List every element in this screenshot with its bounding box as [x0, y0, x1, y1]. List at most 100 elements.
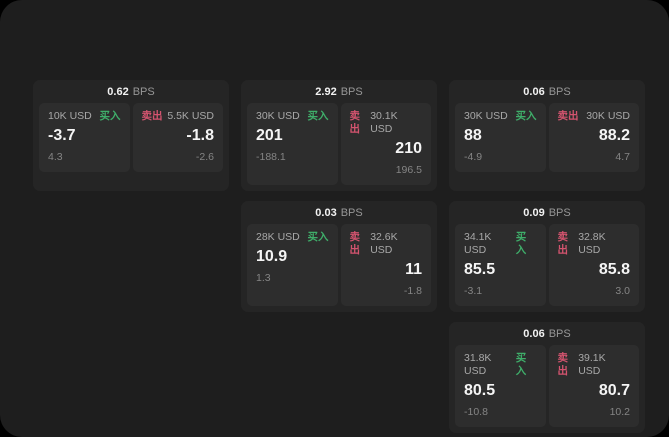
buy-price: 80.5 [464, 382, 496, 399]
sell-panel[interactable]: 卖出 32.6K USD 11 -1.8 [340, 224, 431, 306]
sell-price: 80.7 [598, 382, 630, 399]
buy-amount-label: 34.1K USD [464, 231, 492, 256]
buy-panel-header: 30K USD 买入 [464, 110, 537, 123]
sell-side-label: 卖出 [349, 110, 361, 135]
sell-panel-header: 卖出 30K USD [558, 110, 631, 123]
sell-price: 11 [405, 261, 422, 278]
buy-price: 10.9 [256, 248, 288, 265]
sell-amount-label: 39.1K USD [578, 352, 606, 377]
sell-delta: -1.8 [403, 285, 422, 297]
sell-delta: 4.7 [615, 151, 630, 163]
sell-panel-header: 卖出 5.5K USD [142, 110, 215, 123]
buy-amount-label: 28K USD [256, 231, 300, 243]
sell-price: -1.8 [186, 127, 214, 144]
sell-panel[interactable]: 卖出 30K USD 88.2 4.7 [548, 103, 639, 172]
bps-unit-label: BPS [548, 85, 571, 98]
buy-delta: -3.1 [464, 285, 483, 297]
sell-panel-header: 卖出 32.8K USD [558, 231, 631, 257]
bps-value: 0.03 [315, 206, 337, 219]
buy-panel[interactable]: 10K USD 买入 -3.7 4.3 [39, 103, 130, 172]
buy-panel-header: 31.8K USD 买入 [464, 352, 537, 378]
quote-card: 0.09 BPS 34.1K USD 买入 85.5 -3.1 卖出 32.8K… [449, 201, 645, 312]
buy-price: 201 [256, 127, 283, 144]
bps-unit-label: BPS [132, 85, 155, 98]
sell-delta: 196.5 [395, 164, 422, 176]
bps-header: 0.06 BPS [449, 322, 645, 345]
bps-header: 0.03 BPS [241, 201, 437, 224]
quote-card: 2.92 BPS 30K USD 买入 201 -188.1 卖出 30.1K … [241, 80, 437, 191]
bps-unit-label: BPS [548, 206, 571, 219]
buy-delta: 4.3 [48, 151, 63, 163]
quote-card: 0.06 BPS 31.8K USD 买入 80.5 -10.8 卖出 39.1… [449, 322, 645, 433]
buy-price: 85.5 [464, 261, 496, 278]
quote-cards-grid: 0.62 BPS 10K USD 买入 -3.7 4.3 卖出 5.5K USD [33, 80, 645, 433]
buy-sell-panels: 10K USD 买入 -3.7 4.3 卖出 5.5K USD -1.8 -2.… [33, 103, 229, 178]
buy-side-label: 买入 [515, 110, 537, 122]
bps-header: 2.92 BPS [241, 80, 437, 103]
bps-value: 2.92 [315, 85, 337, 98]
sell-side-label: 卖出 [557, 352, 569, 377]
buy-amount-label: 30K USD [256, 110, 300, 122]
sell-delta: -2.6 [195, 151, 214, 163]
sell-side-label: 卖出 [349, 231, 361, 256]
bps-header: 0.09 BPS [449, 201, 645, 224]
buy-panel[interactable]: 34.1K USD 买入 85.5 -3.1 [455, 224, 546, 306]
bps-value: 0.06 [523, 327, 545, 340]
sell-delta: 3.0 [615, 285, 630, 297]
buy-panel-header: 30K USD 买入 [256, 110, 329, 123]
sell-price: 210 [395, 140, 422, 157]
sell-panel[interactable]: 卖出 32.8K USD 85.8 3.0 [548, 224, 639, 306]
sell-panel-header: 卖出 39.1K USD [558, 352, 631, 378]
buy-sell-panels: 30K USD 买入 201 -188.1 卖出 30.1K USD 210 1… [241, 103, 437, 191]
buy-delta: -188.1 [256, 151, 286, 163]
sell-delta: 10.2 [609, 406, 630, 418]
buy-side-label: 买入 [307, 231, 329, 243]
quote-card: 0.06 BPS 30K USD 买入 88 -4.9 卖出 30K USD [449, 80, 645, 191]
buy-side-label: 买入 [307, 110, 329, 122]
sell-amount-label: 32.6K USD [370, 231, 398, 256]
bps-header: 0.06 BPS [449, 80, 645, 103]
buy-panel-header: 28K USD 买入 [256, 231, 329, 244]
buy-panel-header: 10K USD 买入 [48, 110, 121, 123]
buy-amount-label: 30K USD [464, 110, 508, 122]
buy-delta: -4.9 [464, 151, 483, 163]
sell-panel[interactable]: 卖出 30.1K USD 210 196.5 [340, 103, 431, 185]
sell-amount-label: 5.5K USD [167, 110, 214, 122]
buy-amount-label: 10K USD [48, 110, 92, 122]
sell-price: 88.2 [598, 127, 630, 144]
bps-unit-label: BPS [548, 327, 571, 340]
sell-panel[interactable]: 卖出 39.1K USD 80.7 10.2 [548, 345, 639, 427]
bps-value: 0.06 [523, 85, 545, 98]
buy-delta: 1.3 [256, 272, 271, 284]
quote-card: 0.62 BPS 10K USD 买入 -3.7 4.3 卖出 5.5K USD [33, 80, 229, 191]
sell-side-label: 卖出 [557, 231, 569, 256]
buy-panel-header: 34.1K USD 买入 [464, 231, 537, 257]
sell-side-label: 卖出 [141, 110, 163, 122]
buy-side-label: 买入 [515, 231, 527, 256]
sell-amount-label: 30.1K USD [370, 110, 398, 135]
bps-header: 0.62 BPS [33, 80, 229, 103]
sell-panel-header: 卖出 32.6K USD [350, 231, 423, 257]
buy-sell-panels: 28K USD 买入 10.9 1.3 卖出 32.6K USD 11 -1.8 [241, 224, 437, 312]
buy-delta: -10.8 [464, 406, 488, 418]
buy-side-label: 买入 [515, 352, 527, 377]
bps-value: 0.62 [107, 85, 129, 98]
buy-panel[interactable]: 30K USD 买入 201 -188.1 [247, 103, 338, 185]
buy-amount-label: 31.8K USD [464, 352, 492, 377]
sell-panel-header: 卖出 30.1K USD [350, 110, 423, 136]
buy-sell-panels: 31.8K USD 买入 80.5 -10.8 卖出 39.1K USD 80.… [449, 345, 645, 433]
buy-side-label: 买入 [99, 110, 121, 122]
sell-amount-label: 32.8K USD [578, 231, 606, 256]
buy-panel[interactable]: 28K USD 买入 10.9 1.3 [247, 224, 338, 306]
buy-panel[interactable]: 30K USD 买入 88 -4.9 [455, 103, 546, 172]
buy-sell-panels: 30K USD 买入 88 -4.9 卖出 30K USD 88.2 4.7 [449, 103, 645, 178]
sell-amount-label: 30K USD [586, 110, 630, 122]
sell-side-label: 卖出 [557, 110, 579, 122]
bps-value: 0.09 [523, 206, 545, 219]
buy-panel[interactable]: 31.8K USD 买入 80.5 -10.8 [455, 345, 546, 427]
sell-price: 85.8 [598, 261, 630, 278]
bps-unit-label: BPS [340, 206, 363, 219]
sell-panel[interactable]: 卖出 5.5K USD -1.8 -2.6 [132, 103, 223, 172]
bps-unit-label: BPS [340, 85, 363, 98]
